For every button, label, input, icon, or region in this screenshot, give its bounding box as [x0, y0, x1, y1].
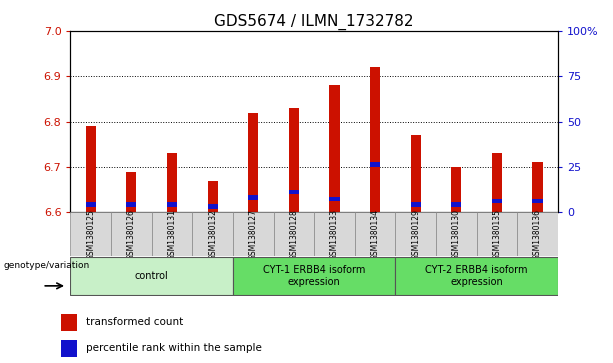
Text: GSM1380127: GSM1380127: [249, 209, 257, 260]
Bar: [411, 135, 421, 212]
Bar: [248, 113, 258, 212]
FancyBboxPatch shape: [70, 212, 111, 256]
Text: GSM1380126: GSM1380126: [127, 209, 136, 260]
Text: GSM1380136: GSM1380136: [533, 209, 542, 260]
FancyBboxPatch shape: [395, 257, 558, 295]
Bar: [167, 203, 177, 207]
Bar: [451, 203, 462, 207]
Text: CYT-1 ERBB4 isoform
expression: CYT-1 ERBB4 isoform expression: [263, 265, 365, 287]
Bar: [329, 197, 340, 201]
Bar: [533, 162, 543, 212]
Text: GSM1380129: GSM1380129: [411, 209, 420, 260]
Bar: [86, 126, 96, 212]
Text: GSM1380131: GSM1380131: [167, 209, 177, 260]
Bar: [208, 180, 218, 212]
Text: GSM1380133: GSM1380133: [330, 209, 339, 260]
Bar: [289, 108, 299, 212]
Bar: [289, 189, 299, 194]
Bar: [411, 203, 421, 207]
Text: transformed count: transformed count: [86, 317, 183, 327]
Bar: [370, 67, 380, 212]
Text: GSM1380134: GSM1380134: [371, 209, 379, 260]
Text: GSM1380130: GSM1380130: [452, 209, 461, 260]
Bar: [329, 85, 340, 212]
Bar: [248, 195, 258, 200]
FancyBboxPatch shape: [273, 212, 314, 256]
FancyBboxPatch shape: [111, 212, 152, 256]
FancyBboxPatch shape: [395, 212, 436, 256]
Text: GSM1380135: GSM1380135: [492, 209, 501, 260]
Text: GSM1380132: GSM1380132: [208, 209, 217, 260]
FancyBboxPatch shape: [436, 212, 477, 256]
Bar: [492, 199, 502, 203]
Bar: [61, 314, 77, 331]
Text: percentile rank within the sample: percentile rank within the sample: [86, 343, 262, 354]
Text: genotype/variation: genotype/variation: [4, 261, 89, 270]
Text: control: control: [135, 271, 169, 281]
Bar: [167, 153, 177, 212]
Bar: [451, 167, 462, 212]
Text: GSM1380128: GSM1380128: [289, 209, 299, 260]
FancyBboxPatch shape: [477, 212, 517, 256]
FancyBboxPatch shape: [152, 212, 192, 256]
FancyBboxPatch shape: [314, 212, 355, 256]
Bar: [208, 204, 218, 209]
Bar: [492, 153, 502, 212]
FancyBboxPatch shape: [355, 212, 395, 256]
Bar: [126, 203, 137, 207]
Bar: [61, 340, 77, 357]
Bar: [126, 171, 137, 212]
Bar: [533, 199, 543, 203]
FancyBboxPatch shape: [233, 257, 395, 295]
Text: CYT-2 ERBB4 isoform
expression: CYT-2 ERBB4 isoform expression: [425, 265, 528, 287]
Text: GSM1380125: GSM1380125: [86, 209, 95, 260]
FancyBboxPatch shape: [70, 257, 233, 295]
Bar: [370, 163, 380, 167]
FancyBboxPatch shape: [233, 212, 273, 256]
Bar: [86, 203, 96, 207]
FancyBboxPatch shape: [517, 212, 558, 256]
Title: GDS5674 / ILMN_1732782: GDS5674 / ILMN_1732782: [215, 13, 414, 29]
FancyBboxPatch shape: [192, 212, 233, 256]
